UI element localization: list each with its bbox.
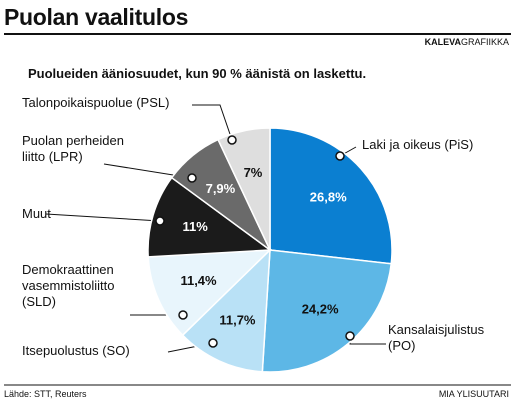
pie-slice	[217, 127, 271, 251]
category-label: Kansalaisjulistus (PO)	[388, 322, 485, 353]
pie-slice	[269, 127, 393, 265]
value-label: 26,8%	[310, 189, 347, 204]
category-label: Itsepuolustus (SO)	[22, 343, 130, 358]
category-label: Puolan perheiden liitto (LPR)	[22, 133, 124, 164]
leader-dot	[335, 151, 345, 161]
subtitle: Puolueiden ääniosuudet, kun 90 % äänistä…	[28, 66, 367, 81]
leader-dot	[155, 216, 165, 226]
value-label: 11%	[183, 219, 209, 234]
value-label: 7%	[244, 165, 263, 180]
value-label: 7,9%	[206, 181, 236, 196]
brand-name: KALEVA	[424, 37, 461, 47]
brand-unit: GRAFIIKKA	[460, 37, 509, 47]
pie-slice	[261, 249, 393, 373]
category-label: Talonpoikaispuolue (PSL)	[22, 95, 170, 110]
category-label: Laki ja oikeus (PiS)	[362, 137, 474, 152]
value-label: 11,4%	[180, 273, 217, 288]
pie-slice	[147, 176, 273, 258]
value-label: 24,2%	[302, 301, 339, 316]
chart-title: Puolan vaalitulos	[4, 4, 189, 30]
category-label: Muut	[22, 206, 51, 221]
brand: KALEVAGRAFIIKKA	[425, 37, 509, 47]
leader-lines	[45, 104, 386, 353]
leader-dot	[187, 173, 197, 183]
category-label: Demokraattinen vasemmistoliitto (SLD)	[22, 262, 115, 309]
value-label: 11,7%	[219, 312, 256, 327]
leader-dot	[345, 331, 355, 341]
credit: MIA YLISUUTARI	[438, 389, 509, 399]
leader-dot	[208, 338, 218, 348]
pie-slice	[181, 248, 271, 373]
leader-dot	[227, 135, 237, 145]
source: Lähde: STT, Reuters	[4, 389, 87, 399]
leader-dot	[178, 310, 188, 320]
